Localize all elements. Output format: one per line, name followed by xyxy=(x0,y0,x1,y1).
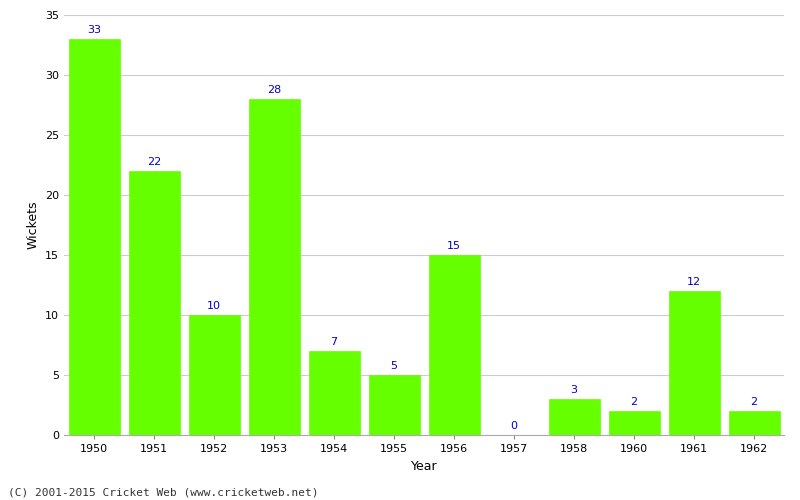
Text: 5: 5 xyxy=(390,362,398,372)
Bar xyxy=(129,171,179,435)
Bar xyxy=(369,375,419,435)
Bar xyxy=(309,351,359,435)
Bar xyxy=(609,411,659,435)
Text: 15: 15 xyxy=(447,242,461,252)
Text: 33: 33 xyxy=(87,26,101,36)
Text: 3: 3 xyxy=(570,386,578,396)
Text: 12: 12 xyxy=(687,278,701,287)
Bar xyxy=(249,99,299,435)
Bar xyxy=(429,255,479,435)
Text: 2: 2 xyxy=(630,398,638,407)
X-axis label: Year: Year xyxy=(410,460,438,472)
Y-axis label: Wickets: Wickets xyxy=(26,200,39,249)
Text: (C) 2001-2015 Cricket Web (www.cricketweb.net): (C) 2001-2015 Cricket Web (www.cricketwe… xyxy=(8,488,318,498)
Text: 22: 22 xyxy=(147,158,161,168)
Bar xyxy=(669,291,719,435)
Bar xyxy=(69,39,119,435)
Bar xyxy=(189,315,239,435)
Text: 10: 10 xyxy=(207,302,221,312)
Text: 28: 28 xyxy=(267,86,281,96)
Bar xyxy=(729,411,779,435)
Bar xyxy=(549,399,599,435)
Text: 7: 7 xyxy=(330,338,338,347)
Text: 0: 0 xyxy=(510,422,518,432)
Text: 2: 2 xyxy=(750,398,758,407)
